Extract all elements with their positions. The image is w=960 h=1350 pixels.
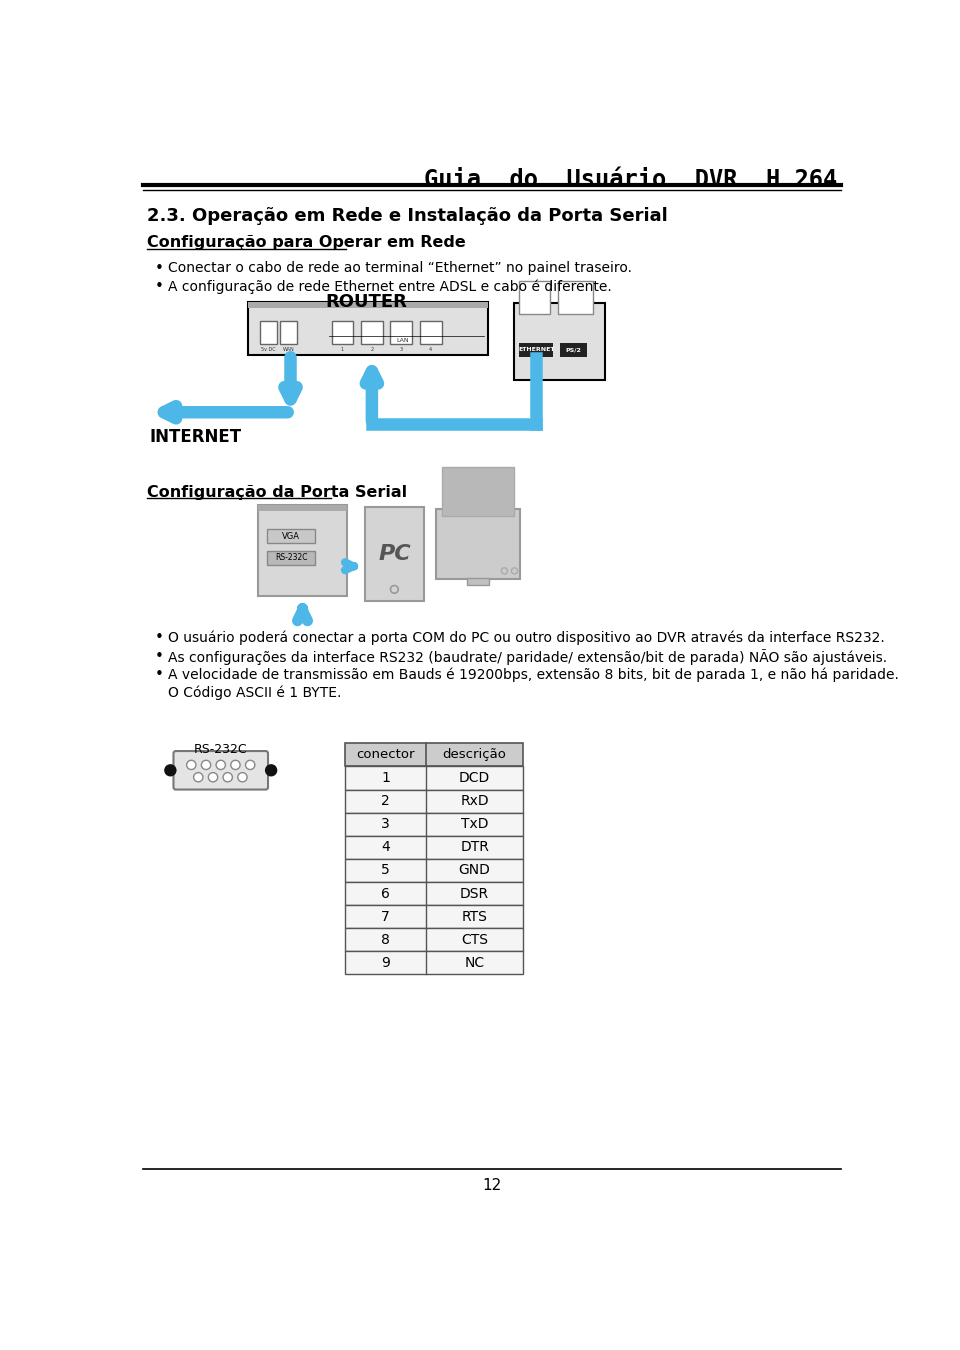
Text: PC: PC: [378, 544, 411, 564]
Text: GND: GND: [459, 864, 491, 878]
Text: ROUTER: ROUTER: [325, 293, 407, 310]
Text: CTS: CTS: [461, 933, 488, 946]
FancyBboxPatch shape: [174, 751, 268, 790]
Text: RTS: RTS: [462, 910, 488, 923]
Text: Conectar o cabo de rede ao terminal “Ethernet” no painel traseiro.: Conectar o cabo de rede ao terminal “Eth…: [168, 261, 632, 274]
Text: •: •: [155, 261, 164, 275]
Bar: [514, 302, 605, 379]
Bar: [345, 904, 523, 929]
Text: WAN: WAN: [283, 347, 295, 352]
Circle shape: [164, 764, 177, 776]
Circle shape: [246, 760, 254, 770]
Text: 1: 1: [381, 771, 390, 784]
Bar: [345, 790, 523, 813]
Bar: [345, 813, 523, 836]
Bar: [561, 343, 587, 356]
Bar: [259, 320, 276, 344]
Text: 5: 5: [381, 864, 390, 878]
Bar: [331, 320, 353, 344]
Bar: [345, 929, 523, 952]
Circle shape: [265, 764, 277, 776]
Text: A configuração de rede Ethernet entre ADSL e cabo é diferente.: A configuração de rede Ethernet entre AD…: [168, 279, 612, 293]
Text: •: •: [155, 630, 164, 645]
Text: ETHERNET: ETHERNET: [518, 347, 555, 352]
Bar: [345, 836, 523, 859]
Bar: [558, 281, 592, 313]
Text: conector: conector: [356, 748, 415, 761]
Text: 4: 4: [429, 347, 432, 352]
Text: O Código ASCII é 1 BYTE.: O Código ASCII é 1 BYTE.: [168, 686, 342, 701]
Text: 12: 12: [482, 1179, 502, 1193]
Circle shape: [230, 760, 240, 770]
Bar: [420, 320, 442, 344]
Circle shape: [216, 760, 226, 770]
Text: RS-232C: RS-232C: [194, 744, 248, 756]
Text: A velocidade de transmissão em Bauds é 19200bps, extensão 8 bits, bit de parada : A velocidade de transmissão em Bauds é 1…: [168, 667, 899, 682]
Bar: [365, 508, 423, 601]
Text: As configurações da interface RS232 (baudrate/ paridade/ extensão/bit de parada): As configurações da interface RS232 (bau…: [168, 648, 887, 664]
Text: 7: 7: [381, 910, 390, 923]
Bar: [345, 767, 523, 790]
Bar: [391, 320, 412, 344]
Text: 8: 8: [381, 933, 390, 946]
Bar: [519, 343, 553, 356]
Bar: [345, 744, 523, 767]
Text: 9: 9: [381, 956, 390, 969]
Bar: [258, 505, 348, 595]
Bar: [436, 509, 520, 579]
Text: DCD: DCD: [459, 771, 491, 784]
Text: Configuração da Porta Serial: Configuração da Porta Serial: [147, 486, 407, 501]
Circle shape: [208, 772, 218, 782]
Bar: [519, 281, 550, 313]
Text: VGA: VGA: [282, 532, 300, 541]
Circle shape: [186, 760, 196, 770]
Bar: [345, 859, 523, 882]
Text: •: •: [155, 667, 164, 682]
Bar: [258, 505, 348, 510]
Text: descrição: descrição: [443, 748, 507, 761]
Text: 3: 3: [399, 347, 403, 352]
Circle shape: [202, 760, 210, 770]
Bar: [267, 529, 315, 543]
Text: 5v DC: 5v DC: [261, 347, 276, 352]
Bar: [248, 302, 488, 308]
Text: INTERNET: INTERNET: [150, 428, 242, 446]
Bar: [248, 302, 488, 355]
Text: Guia  do  Usuário  DVR  H.264: Guia do Usuário DVR H.264: [423, 169, 837, 192]
Text: RxD: RxD: [460, 794, 489, 809]
Text: DTR: DTR: [460, 840, 489, 855]
Circle shape: [238, 772, 247, 782]
Text: 6: 6: [381, 887, 390, 900]
Bar: [267, 551, 315, 564]
Text: RS-232C: RS-232C: [275, 554, 307, 563]
Text: 2: 2: [371, 347, 373, 352]
Text: LAN: LAN: [396, 338, 409, 343]
Bar: [345, 952, 523, 975]
Text: 3: 3: [381, 817, 390, 832]
Bar: [280, 320, 298, 344]
Text: 2.3. Operação em Rede e Instalação da Porta Serial: 2.3. Operação em Rede e Instalação da Po…: [147, 207, 668, 224]
Bar: [442, 467, 515, 516]
Text: TxD: TxD: [461, 817, 489, 832]
Bar: [468, 578, 489, 585]
Circle shape: [194, 772, 203, 782]
Text: O usuário poderá conectar a porta COM do PC ou outro dispositivo ao DVR através : O usuário poderá conectar a porta COM do…: [168, 630, 885, 645]
Text: 2: 2: [381, 794, 390, 809]
Bar: [361, 320, 383, 344]
Text: •: •: [155, 279, 164, 294]
Text: 4: 4: [381, 840, 390, 855]
Bar: [345, 882, 523, 905]
Text: DSR: DSR: [460, 887, 490, 900]
Text: PS/2: PS/2: [565, 347, 582, 352]
Text: •: •: [155, 648, 164, 664]
Circle shape: [223, 772, 232, 782]
Text: Configuração para Operar em Rede: Configuração para Operar em Rede: [147, 235, 466, 250]
Text: NC: NC: [465, 956, 485, 969]
Text: 1: 1: [341, 347, 344, 352]
